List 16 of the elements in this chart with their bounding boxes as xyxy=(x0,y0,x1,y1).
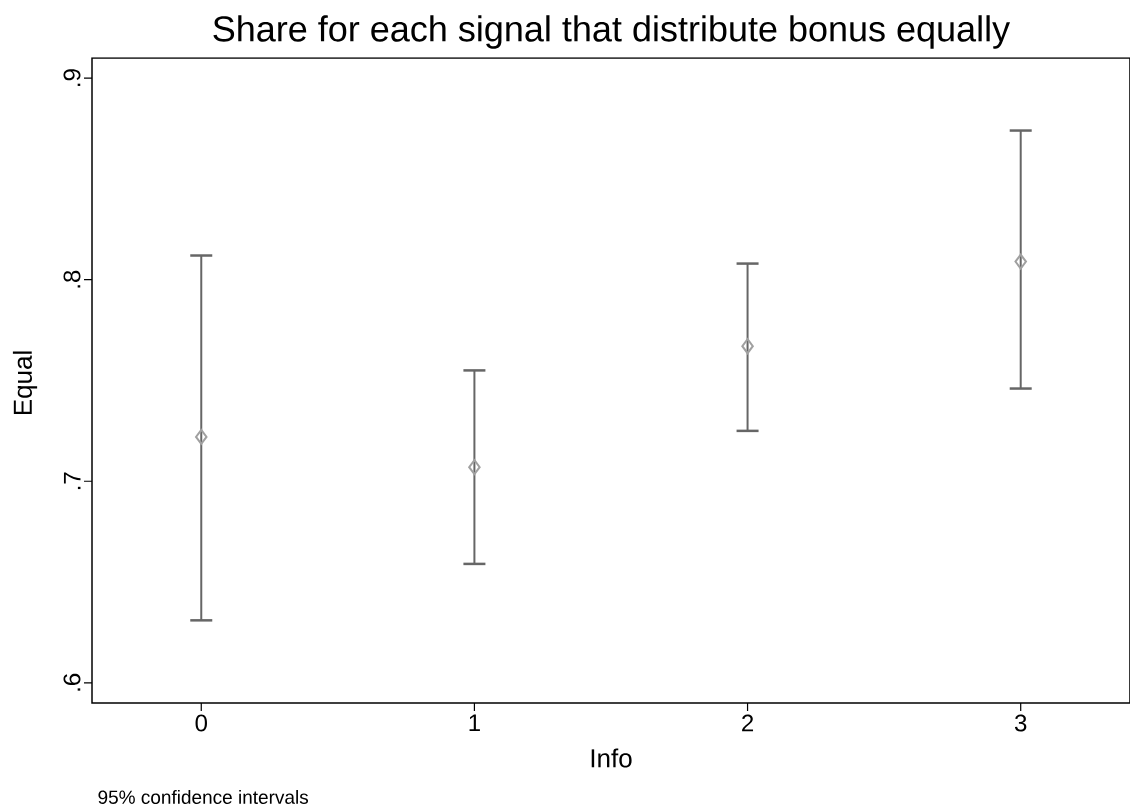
chart-title: Share for each signal that distribute bonus equally xyxy=(213,15,1011,49)
y-axis-title: Equal xyxy=(12,351,38,415)
y-tick-label: .6 xyxy=(63,673,81,691)
x-tick-label: 1 xyxy=(469,714,480,732)
point xyxy=(741,338,754,355)
y-tick-label: .8 xyxy=(63,270,81,288)
text: 95% confidence intervals xyxy=(98,790,309,804)
y-tick-label: .9 xyxy=(63,69,81,86)
x-tick-label: 0 xyxy=(195,714,207,732)
x-axis-title: Info xyxy=(591,748,632,768)
point xyxy=(468,459,481,476)
point xyxy=(195,428,208,445)
x-tick-label: 2 xyxy=(742,714,754,732)
x-tick-label: 3 xyxy=(1014,714,1027,732)
point xyxy=(1014,253,1027,270)
y-tick-label: .7 xyxy=(63,472,81,490)
